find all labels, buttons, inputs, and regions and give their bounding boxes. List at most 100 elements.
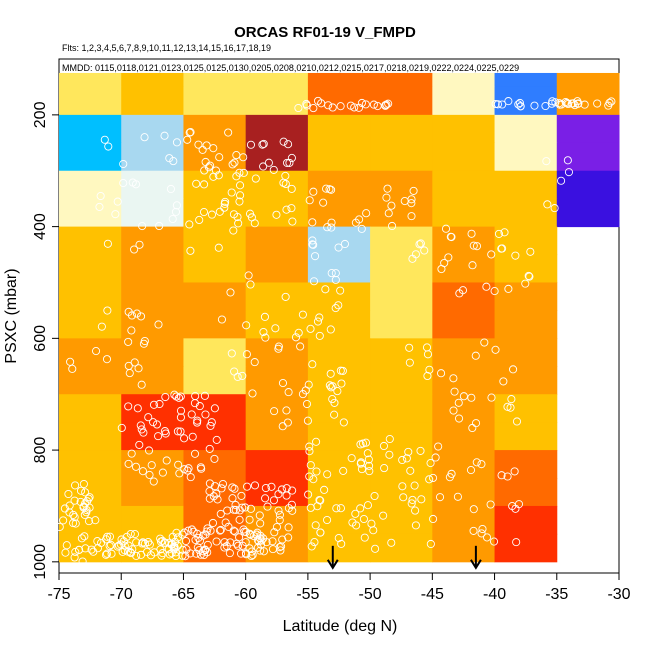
observation-point bbox=[197, 464, 206, 473]
observation-point bbox=[550, 204, 559, 213]
observation-point bbox=[193, 416, 202, 425]
heatmap-cell bbox=[370, 86, 433, 116]
heatmap-cell bbox=[494, 338, 558, 367]
x-tick-label: -55 bbox=[296, 586, 319, 603]
heatmap-cell bbox=[494, 505, 558, 535]
observation-point bbox=[287, 153, 296, 163]
observation-point bbox=[132, 538, 141, 547]
observation-point bbox=[308, 240, 317, 249]
observation-point bbox=[203, 548, 212, 557]
observation-point bbox=[510, 467, 519, 476]
observation-point bbox=[253, 528, 262, 537]
observation-point bbox=[172, 201, 181, 210]
heatmap-cell bbox=[121, 170, 184, 200]
observation-point bbox=[132, 309, 141, 318]
observation-point bbox=[333, 387, 342, 396]
observation-point bbox=[260, 312, 270, 321]
heatmap-cell bbox=[121, 366, 184, 395]
observation-point bbox=[200, 391, 209, 400]
observation-point bbox=[136, 312, 146, 321]
observation-point bbox=[487, 393, 496, 402]
observation-point bbox=[256, 519, 265, 528]
observation-point bbox=[319, 198, 328, 207]
observation-point bbox=[514, 100, 523, 109]
observation-point bbox=[144, 413, 153, 422]
observation-point bbox=[154, 320, 163, 329]
observation-point bbox=[168, 214, 177, 224]
observation-point bbox=[605, 98, 614, 107]
observation-point bbox=[80, 510, 89, 519]
observation-point bbox=[259, 139, 268, 148]
heatmap-cell bbox=[59, 282, 122, 311]
observation-point bbox=[246, 280, 255, 289]
observation-point bbox=[458, 286, 468, 295]
observation-point bbox=[69, 519, 78, 528]
observation-point bbox=[283, 158, 292, 167]
observation-point bbox=[103, 239, 112, 248]
observation-point bbox=[309, 277, 319, 286]
observation-point bbox=[291, 333, 301, 342]
observation-point bbox=[176, 413, 185, 422]
observation-point bbox=[548, 97, 557, 106]
observation-point bbox=[306, 324, 315, 333]
observation-point bbox=[274, 344, 283, 353]
observation-point bbox=[215, 153, 224, 162]
observation-point bbox=[202, 141, 211, 150]
observation-point bbox=[494, 229, 504, 238]
heatmap-cell bbox=[183, 282, 247, 311]
observation-point bbox=[469, 505, 478, 514]
observation-point bbox=[154, 432, 163, 441]
observation-point bbox=[269, 165, 278, 174]
observation-point bbox=[278, 535, 287, 544]
observation-point bbox=[255, 511, 264, 520]
observation-point bbox=[211, 166, 221, 175]
observation-point bbox=[176, 406, 186, 415]
observation-point bbox=[276, 546, 285, 555]
dates-label: MMDD: 0115,0118,0121,0123,0125,0125,0130… bbox=[62, 63, 519, 73]
arrow-head bbox=[326, 559, 339, 570]
observation-point bbox=[408, 495, 417, 504]
observation-point bbox=[187, 525, 196, 534]
observation-point bbox=[477, 460, 486, 469]
observation-point bbox=[426, 539, 435, 549]
observation-point bbox=[247, 213, 256, 222]
observation-point bbox=[198, 145, 207, 154]
observation-point bbox=[78, 557, 87, 566]
observation-point bbox=[441, 224, 451, 233]
observation-point bbox=[235, 515, 244, 524]
observation-point bbox=[411, 521, 420, 530]
observation-point bbox=[364, 455, 373, 464]
observation-point bbox=[214, 243, 223, 252]
observation-point bbox=[542, 157, 551, 166]
observation-point bbox=[593, 99, 602, 108]
observation-point bbox=[221, 197, 230, 206]
observation-point bbox=[124, 337, 133, 346]
heatmap-cell bbox=[59, 226, 122, 256]
observation-point bbox=[361, 100, 370, 109]
observation-point bbox=[444, 253, 453, 262]
observation-point bbox=[195, 546, 204, 555]
observation-point bbox=[235, 197, 244, 206]
observation-point bbox=[206, 161, 215, 170]
observation-point bbox=[363, 449, 372, 458]
y-tick-label: 800 bbox=[32, 437, 49, 464]
observation-point bbox=[162, 456, 171, 465]
heatmap-cell bbox=[494, 142, 558, 172]
observation-point bbox=[420, 246, 429, 255]
observation-point bbox=[416, 239, 425, 248]
observation-point bbox=[282, 406, 291, 415]
observation-point bbox=[287, 184, 296, 193]
heatmap-cell bbox=[307, 394, 371, 423]
observation-point bbox=[357, 98, 366, 108]
observation-point bbox=[310, 538, 319, 547]
observation-point bbox=[60, 504, 69, 513]
x-tick-label: -60 bbox=[234, 586, 257, 603]
observation-point bbox=[497, 244, 506, 253]
observation-point bbox=[230, 367, 239, 376]
observation-point bbox=[140, 133, 149, 142]
heatmap-cell bbox=[245, 254, 309, 283]
heatmap-cell bbox=[494, 170, 558, 200]
flights-label: Flts: 1,2,3,4,5,6,7,8,9,10,11,12,13,14,1… bbox=[62, 43, 271, 53]
observation-point bbox=[469, 241, 478, 250]
